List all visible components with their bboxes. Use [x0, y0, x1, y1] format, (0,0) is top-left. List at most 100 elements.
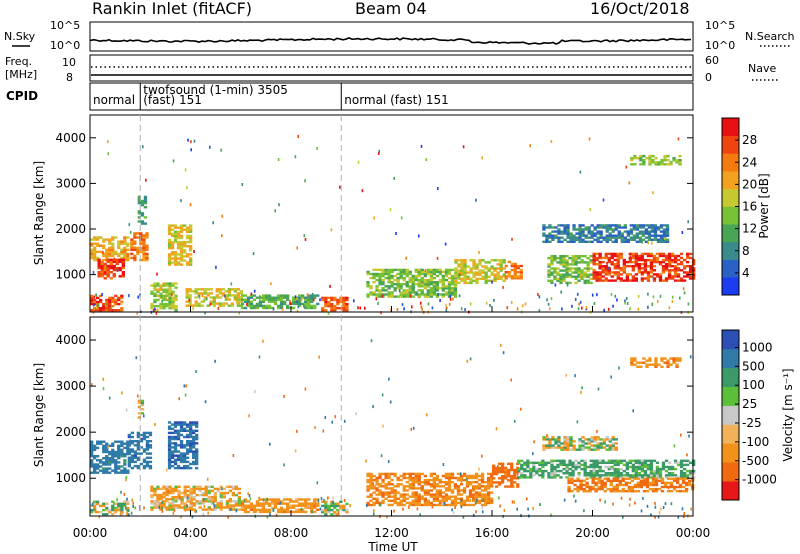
power-cell	[549, 307, 551, 311]
power-cell	[578, 228, 582, 231]
power-cell	[390, 285, 394, 288]
velocity-cell	[686, 453, 688, 457]
power-cell	[111, 238, 115, 241]
power-cell	[304, 306, 308, 310]
velocity-cell	[145, 440, 150, 443]
power-cell	[557, 232, 561, 235]
power-cell	[605, 224, 609, 227]
power-cell	[378, 281, 382, 284]
power-cell	[432, 268, 436, 272]
velocity-cell	[640, 474, 644, 477]
power-cell	[307, 304, 311, 308]
power-cell	[224, 290, 228, 293]
power-cell	[425, 158, 428, 162]
velocity-cell	[501, 468, 505, 472]
power-cell	[466, 265, 470, 268]
velocity-cell	[581, 440, 585, 443]
velocity-cell	[210, 498, 214, 501]
power-cell	[661, 265, 666, 268]
velocity-cell	[373, 512, 375, 516]
power-cell	[590, 234, 594, 237]
velocity-cell	[480, 489, 485, 492]
velocity-cell	[480, 478, 485, 482]
velocity-cell	[477, 483, 482, 486]
velocity-cell	[127, 509, 130, 512]
power-cell	[156, 304, 160, 308]
power-cell	[644, 236, 649, 239]
power-cell	[574, 259, 578, 262]
power-cell	[607, 258, 611, 262]
velocity-cell	[634, 469, 638, 473]
power-cell	[472, 263, 476, 266]
velocity-cell	[111, 461, 115, 464]
power-cell	[381, 270, 385, 274]
power-cell	[188, 298, 192, 301]
velocity-cell	[468, 474, 473, 478]
power-cell	[610, 256, 614, 260]
power-cell	[429, 289, 433, 292]
velocity-cell	[595, 474, 599, 477]
power-cell	[596, 240, 600, 243]
velocity-cell	[549, 438, 552, 442]
power-cell	[634, 265, 638, 268]
velocity-cell	[669, 363, 673, 366]
power-cell	[689, 269, 693, 272]
power-cell	[137, 199, 141, 203]
velocity-cell	[365, 459, 367, 463]
power-cell	[96, 296, 100, 300]
power-cell	[460, 261, 464, 264]
velocity-cell	[307, 502, 311, 505]
velocity-cell	[465, 483, 470, 486]
velocity-cell	[490, 499, 494, 502]
power-cell	[444, 274, 449, 278]
velocity-cell	[167, 454, 172, 457]
velocity-cell	[207, 496, 211, 499]
power-cell	[619, 277, 623, 280]
power-cell	[542, 228, 546, 231]
power-cell	[447, 272, 452, 276]
velocity-cell	[465, 503, 470, 507]
velocity-cell	[550, 459, 554, 462]
velocity-cell	[585, 490, 589, 493]
power-cell	[130, 246, 134, 249]
power-cell	[417, 293, 421, 296]
velocity-cell	[176, 431, 181, 435]
velocity-cell	[600, 487, 604, 491]
velocity-cell	[116, 498, 118, 502]
power-cell	[294, 295, 297, 299]
velocity-cell	[495, 468, 499, 472]
power-cell	[204, 311, 206, 315]
velocity-cell	[120, 469, 124, 472]
power-cell	[249, 304, 254, 308]
power-cell	[589, 259, 593, 262]
velocity-cell	[117, 455, 121, 458]
velocity-cell	[134, 506, 137, 510]
velocity-cell	[600, 483, 604, 487]
power-cell	[393, 278, 397, 282]
velocity-cell	[476, 498, 478, 502]
velocity-cell	[225, 485, 229, 488]
power-cell	[111, 246, 115, 249]
power-cell	[590, 236, 594, 239]
velocity-cell	[417, 499, 421, 502]
velocity-cell	[610, 472, 614, 475]
velocity-cell	[405, 485, 409, 488]
power-cell	[168, 284, 172, 287]
velocity-cell	[650, 513, 652, 517]
velocity-cell	[153, 487, 157, 491]
velocity-cell	[645, 479, 650, 482]
velocity-cell	[145, 464, 150, 468]
velocity-cell	[648, 359, 652, 362]
power-cell	[197, 304, 201, 307]
power-cell	[575, 236, 579, 239]
velocity-cell	[111, 444, 115, 447]
power-cell	[227, 296, 229, 300]
velocity-cell	[156, 504, 160, 507]
power-cell	[623, 226, 627, 229]
velocity-cell	[189, 423, 193, 426]
power-cell	[90, 294, 94, 298]
velocity-cell	[281, 510, 283, 514]
power-cell	[673, 279, 678, 282]
power-cell	[261, 296, 266, 299]
